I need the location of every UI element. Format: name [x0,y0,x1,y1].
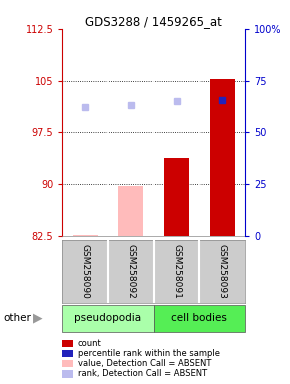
Text: GSM258091: GSM258091 [172,244,181,299]
Bar [62,340,73,348]
Text: count: count [78,339,101,348]
Bar [118,186,144,236]
Text: percentile rank within the sample: percentile rank within the sample [78,349,220,358]
Text: rank, Detection Call = ABSENT: rank, Detection Call = ABSENT [78,369,207,379]
Text: GSM258092: GSM258092 [126,244,135,299]
Text: pseudopodia: pseudopodia [75,313,142,323]
Bar [210,79,235,236]
Title: GDS3288 / 1459265_at: GDS3288 / 1459265_at [85,15,222,28]
Bar [62,305,154,332]
Text: cell bodies: cell bodies [171,313,227,323]
Bar [62,371,73,377]
Text: ▶: ▶ [33,312,43,325]
Bar [154,305,245,332]
Text: GSM258093: GSM258093 [218,244,227,299]
Text: value, Detection Call = ABSENT: value, Detection Call = ABSENT [78,359,211,368]
Bar [62,360,73,367]
Bar [62,350,73,357]
Text: other: other [3,313,31,323]
Bar [72,235,98,236]
Text: GSM258090: GSM258090 [81,244,90,299]
Bar [164,158,189,236]
